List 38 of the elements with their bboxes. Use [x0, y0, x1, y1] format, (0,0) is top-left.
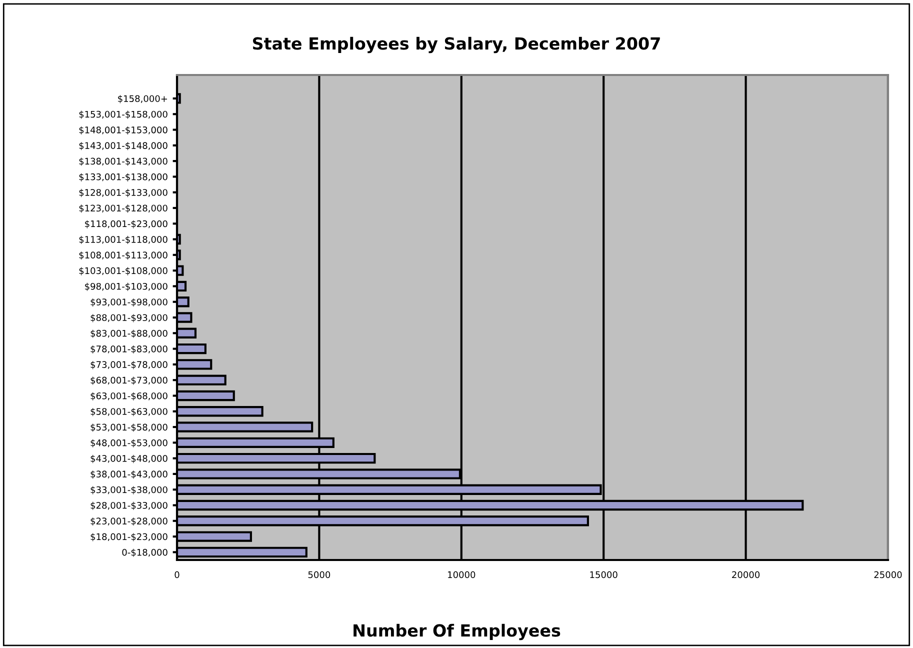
chart-title: State Employees by Salary, December 2007 — [252, 36, 660, 54]
x-axis-title: Number Of Employees — [354, 624, 560, 640]
y-tick-label: $33,001-$38,000 — [90, 486, 168, 494]
y-tick-label: $43,001-$48,000 — [90, 454, 168, 464]
y-tick-label: $68,001-$73,000 — [90, 376, 168, 385]
y-tick-label: $98,001-$103,000 — [85, 282, 168, 291]
y-tick-label: $53,001-$58,000 — [90, 424, 168, 432]
y-tick-label: $108,001-$113,000 — [79, 251, 168, 260]
y-tick-label: $123,001-$128,000 — [79, 204, 168, 213]
x-tick-label: 0 — [174, 571, 180, 578]
y-tick-label: $103,001-$108,000 — [79, 267, 168, 276]
y-tick-label: $138,001-$143,000 — [79, 158, 168, 166]
y-tick-label: $28,001-$33,000 — [90, 502, 168, 510]
y-tick-label: $48,001-$53,000 — [90, 439, 168, 448]
x-tick-label: 5000 — [308, 571, 330, 578]
y-tick-label: $148,001-$153,000 — [79, 126, 168, 135]
y-tick-label: $63,001-$68,000 — [90, 392, 168, 400]
x-tick-label: 10000 — [448, 571, 476, 578]
y-tick-label: $38,001-$43,000 — [90, 470, 168, 479]
y-tick-label: $93,001-$98,000 — [90, 298, 168, 307]
y-tick-label: $158,000+ — [118, 95, 168, 104]
x-tick-label: 20000 — [732, 571, 760, 578]
y-tick-label: $113,001-$118,000 — [79, 236, 168, 244]
x-tick-label: 25000 — [874, 571, 902, 578]
y-tick-label: $18,001-$23,000 — [90, 533, 168, 542]
y-tick-label: $23,001-$28,000 — [90, 517, 168, 526]
y-tick-label: $78,001-$83,000 — [90, 345, 168, 354]
y-tick-label: $143,001-$148,000 — [79, 142, 168, 150]
y-tick-label: 0-$18,000 — [122, 548, 168, 557]
y-tick-label: $88,001-$93,000 — [90, 314, 168, 322]
x-tick-label: 15000 — [590, 571, 618, 578]
y-tick-label: $128,001-$133,000 — [79, 188, 168, 198]
y-tick-label: $73,001-$78,000 — [90, 361, 168, 370]
y-tick-label: $118,001-$23,000 — [85, 220, 168, 228]
y-tick-label: $153,001-$158,000 — [79, 110, 168, 119]
y-tick-label: $58,001-$63,000 — [90, 408, 168, 416]
y-tick-label: $83,001-$88,000 — [90, 330, 168, 338]
y-tick-label: $133,001-$138,000 — [79, 173, 168, 182]
